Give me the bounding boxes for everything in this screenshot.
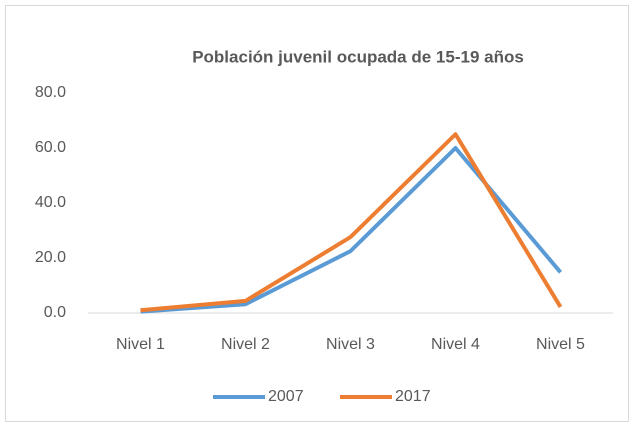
legend-label: 2017 xyxy=(395,388,431,405)
x-tick-label: Nivel 5 xyxy=(536,336,585,353)
y-tick-label: 40.0 xyxy=(35,194,66,211)
y-tick-label: 0.0 xyxy=(44,304,66,321)
series-line xyxy=(140,132,563,313)
x-tick-label: Nivel 1 xyxy=(116,336,165,353)
x-tick-label: Nivel 3 xyxy=(326,336,375,353)
chart-title: Población juvenil ocupada de 15-19 años xyxy=(192,47,524,66)
legend-label: 2007 xyxy=(268,388,304,405)
x-tick-label: Nivel 2 xyxy=(221,336,270,353)
y-tick-label: 20.0 xyxy=(35,249,66,266)
y-tick-label: 60.0 xyxy=(35,139,66,156)
y-tick-label: 80.0 xyxy=(35,84,66,101)
x-tick-label: Nivel 4 xyxy=(431,336,480,353)
chart-border xyxy=(5,5,629,422)
